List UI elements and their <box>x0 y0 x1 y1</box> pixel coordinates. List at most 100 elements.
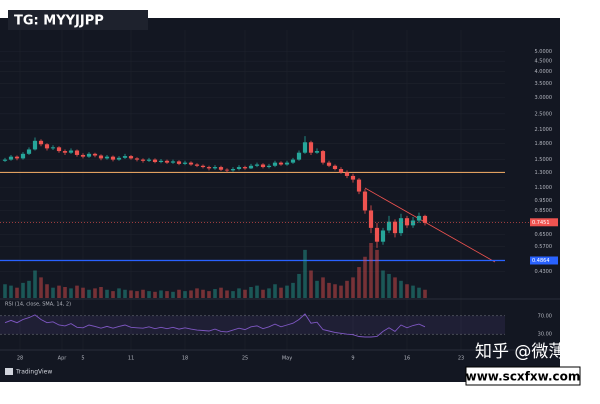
volume-bar <box>291 282 295 298</box>
candle-body <box>236 167 242 170</box>
candle-body <box>362 191 368 211</box>
volume-bar <box>129 290 133 298</box>
candle-body <box>302 142 308 153</box>
volume-bar <box>135 291 139 298</box>
candle-body <box>218 167 224 170</box>
candle-body <box>422 215 428 223</box>
volume-bar <box>231 291 235 298</box>
volume-bar <box>255 285 259 298</box>
y-tick-label: 2.5000 <box>535 111 553 117</box>
x-tick-label: 18 <box>182 356 188 362</box>
candle-body <box>140 159 146 161</box>
candle-body <box>20 153 26 159</box>
candle-body <box>350 175 356 180</box>
volume-bar <box>213 289 217 298</box>
volume-bar <box>315 280 319 298</box>
candle-body <box>380 230 386 242</box>
candle-body <box>80 154 86 157</box>
candle-body <box>230 169 236 171</box>
volume-bar <box>45 284 49 298</box>
y-tick-label: 1.8000 <box>535 141 553 147</box>
y-tick-label: 0.6500 <box>535 232 553 238</box>
volume-bar <box>27 280 31 298</box>
y-tick-label: 4.0000 <box>535 69 553 75</box>
y-tick-label: 1.3000 <box>535 170 553 176</box>
candle-body <box>290 159 296 163</box>
candle-body <box>188 162 194 165</box>
candle-body <box>110 156 116 160</box>
y-tick-label: 3.0000 <box>535 95 553 101</box>
volume-bar <box>369 243 373 298</box>
candle-body <box>332 165 338 170</box>
volume-bar <box>321 277 325 298</box>
candle-body <box>254 164 260 166</box>
volume-bar <box>147 291 151 298</box>
volume-bar <box>207 291 211 298</box>
volume-bar <box>345 280 349 298</box>
candle-body <box>260 164 266 168</box>
y-tick-label: 1.1000 <box>535 185 553 191</box>
volume-bar <box>381 270 385 298</box>
candle-body <box>14 156 20 159</box>
watermark: 知乎 @微薄 <box>475 342 565 362</box>
volume-bar <box>87 289 91 298</box>
volume-bar <box>81 287 85 298</box>
candle-body <box>296 152 302 160</box>
candle-body <box>404 218 410 226</box>
candle-body <box>8 156 14 160</box>
x-tick-label: 28 <box>17 356 23 362</box>
volume-bar <box>141 289 145 298</box>
candle-body <box>122 156 128 158</box>
candle-body <box>104 156 110 159</box>
candle-body <box>98 155 104 159</box>
volume-bar <box>21 282 25 298</box>
rsi-label: RSI (14, close, SMA, 14, 2) <box>5 302 71 308</box>
candle-body <box>134 158 140 160</box>
x-tick-label: 9 <box>351 356 354 362</box>
volume-bar <box>117 288 121 298</box>
volume-bar <box>363 256 367 298</box>
volume-bar <box>309 270 313 298</box>
candle-body <box>386 221 392 231</box>
candle-body <box>278 162 284 165</box>
volume-bar <box>279 287 283 298</box>
trend-line <box>364 187 496 263</box>
volume-bar <box>399 280 403 298</box>
candle-body <box>158 160 164 163</box>
candle-body <box>68 150 74 153</box>
x-tick-label: 11 <box>128 356 134 362</box>
volume-bar <box>3 284 7 298</box>
candle-body <box>194 164 200 166</box>
volume-bar <box>39 277 43 298</box>
price-tag: 0.7451 <box>532 220 550 226</box>
y-tick-label: 5.0000 <box>535 49 553 55</box>
volume-bar <box>177 289 181 298</box>
rsi-line <box>4 313 426 338</box>
candle-body <box>212 167 218 169</box>
candle-body <box>152 159 158 163</box>
candle-body <box>374 227 380 242</box>
volume-bar <box>423 289 427 298</box>
volume-bar <box>105 289 109 298</box>
volume-bar <box>9 285 13 298</box>
volume-bar <box>249 287 253 298</box>
volume-bar <box>123 289 127 298</box>
site: www.scxfxw.com <box>466 370 581 384</box>
candle-body <box>56 147 62 152</box>
volume-bar <box>75 285 79 298</box>
volume-bar <box>237 288 241 298</box>
y-tick-label: 0.5700 <box>535 244 553 250</box>
volume-bar <box>327 282 331 298</box>
volume-bar <box>351 277 355 298</box>
candle-body <box>242 167 248 169</box>
volume-bar <box>285 285 289 298</box>
volume-bar <box>273 284 277 298</box>
candle-body <box>224 169 230 171</box>
candle-body <box>44 144 50 149</box>
candle-body <box>266 165 272 168</box>
candle-body <box>320 151 326 163</box>
y-tick-label: 3.5000 <box>535 81 553 87</box>
title: TG: MYYJJPP <box>14 14 104 29</box>
